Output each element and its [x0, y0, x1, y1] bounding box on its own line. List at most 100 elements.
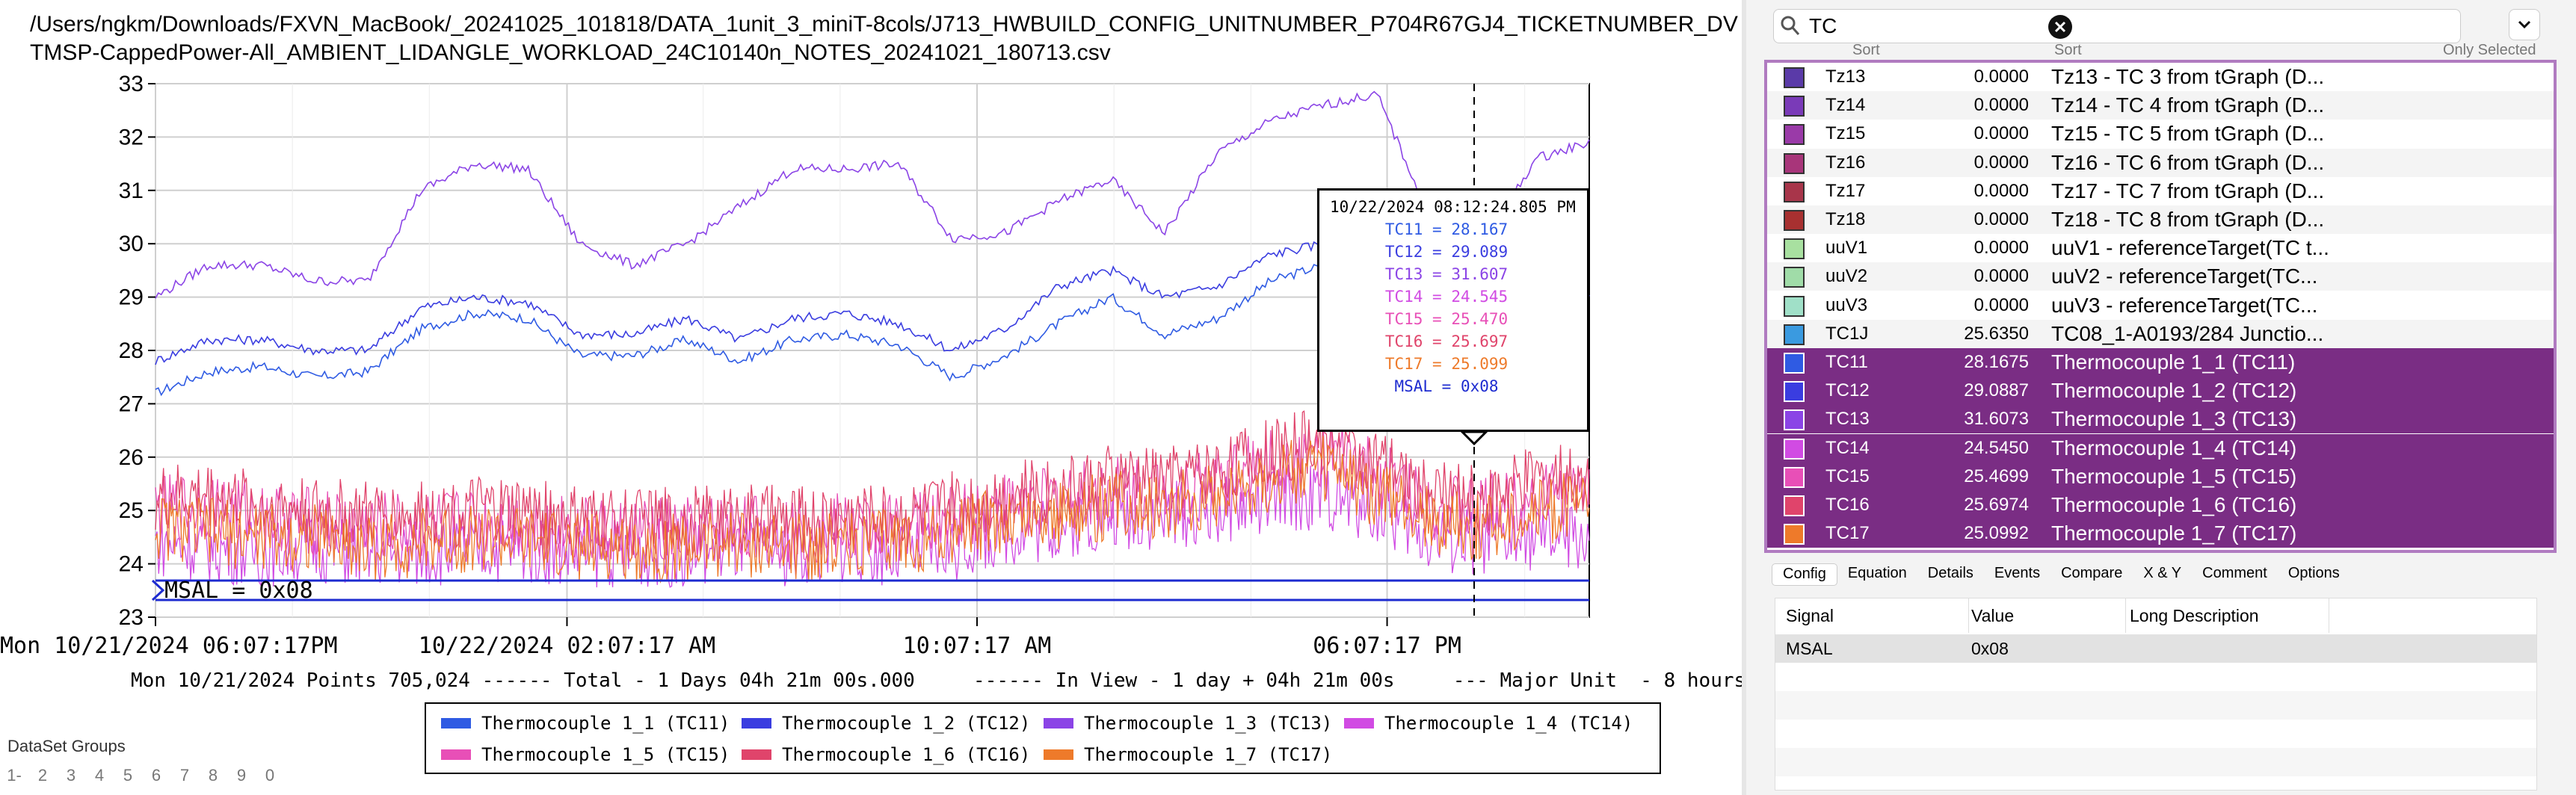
signal-description: Tz15 - TC 5 from tGraph (D...: [2051, 122, 2325, 146]
legend-swatch: [1044, 749, 1073, 760]
dataset-group-button[interactable]: 4: [94, 766, 105, 785]
signal-row-tc11[interactable]: TC11 28.1675 Thermocouple 1_1 (TC11): [1767, 348, 2554, 377]
dataset-group-button[interactable]: 5: [123, 766, 133, 785]
signal-color-swatch[interactable]: [1784, 238, 1805, 260]
tooltip-time: 10/22/2024 08:12:24.805 PM: [1330, 198, 1576, 216]
signal-color-swatch[interactable]: [1784, 409, 1805, 431]
chevron-down-icon[interactable]: [2509, 9, 2540, 40]
dataset-group-button[interactable]: 8: [208, 766, 218, 785]
tab-config[interactable]: Config: [1772, 563, 1837, 586]
signal-color-swatch[interactable]: [1784, 67, 1805, 88]
series-line-tc13[interactable]: [155, 90, 1590, 299]
tab-comment[interactable]: Comment: [2202, 565, 2267, 581]
legend-item[interactable]: Thermocouple 1_1 (TC11): [441, 710, 730, 737]
signal-row-tz14[interactable]: Tz14 0.0000 Tz14 - TC 4 from tGraph (D...: [1767, 91, 2554, 120]
legend-label: Thermocouple 1_4 (TC14): [1384, 713, 1633, 734]
legend-item[interactable]: Thermocouple 1_5 (TC15): [441, 741, 730, 768]
tab-events[interactable]: Events: [1994, 565, 2041, 581]
y-tick-label: 32: [119, 125, 144, 149]
tooltip-row: TC14 = 24.545: [1384, 288, 1509, 306]
signal-row-tc16[interactable]: TC16 25.6974 Thermocouple 1_6 (TC16): [1767, 491, 2554, 519]
signal-description: Tz16 - TC 6 from tGraph (D...: [2051, 150, 2325, 174]
sort-value-button[interactable]: Sort: [2054, 42, 2082, 58]
dataset-group-button[interactable]: 7: [179, 766, 190, 785]
signal-description: uuV1 - referenceTarget(TC t...: [2051, 236, 2329, 260]
signal-name: TC15: [1825, 465, 1870, 486]
only-selected-toggle[interactable]: Only Selected: [2443, 42, 2536, 58]
col-header-value[interactable]: Value: [1971, 606, 2015, 625]
search-input[interactable]: [1809, 9, 2407, 43]
tab-options[interactable]: Options: [2287, 565, 2340, 581]
signal-color-swatch[interactable]: [1784, 495, 1805, 516]
dataset-group-button[interactable]: 6: [151, 766, 161, 785]
signal-description: Thermocouple 1_4 (TC14): [2051, 436, 2297, 460]
y-tick-label: 24: [119, 552, 144, 577]
legend-item[interactable]: Thermocouple 1_4 (TC14): [1344, 710, 1633, 737]
signal-color-swatch[interactable]: [1784, 295, 1805, 317]
signal-color-swatch[interactable]: [1784, 124, 1805, 146]
signal-color-swatch[interactable]: [1784, 181, 1805, 202]
legend-label: Thermocouple 1_6 (TC16): [782, 744, 1031, 765]
signal-row-tz17[interactable]: Tz17 0.0000 Tz17 - TC 7 from tGraph (D...: [1767, 177, 2554, 205]
legend-label: Thermocouple 1_1 (TC11): [481, 713, 730, 734]
legend-item[interactable]: Thermocouple 1_7 (TC17): [1044, 741, 1332, 768]
signal-row-tz18[interactable]: Tz18 0.0000 Tz18 - TC 8 from tGraph (D...: [1767, 205, 2554, 234]
legend-item[interactable]: Thermocouple 1_6 (TC16): [742, 741, 1030, 768]
legend-label: Thermocouple 1_2 (TC12): [782, 713, 1031, 734]
sort-name-button[interactable]: Sort: [1852, 42, 1880, 58]
signal-row-tz13[interactable]: Tz13 0.0000 Tz13 - TC 3 from tGraph (D...: [1767, 63, 2554, 91]
y-tick-label: 30: [119, 232, 144, 256]
signal-color-swatch[interactable]: [1784, 353, 1805, 374]
tab-compare[interactable]: Compare: [2061, 565, 2123, 581]
signal-row-tc13[interactable]: TC13 31.6073 Thermocouple 1_3 (TC13): [1767, 405, 2554, 434]
signal-row-tc12[interactable]: TC12 29.0887 Thermocouple 1_2 (TC12): [1767, 377, 2554, 406]
col-header-long-description[interactable]: Long Description: [2130, 606, 2259, 625]
signal-row-tc14[interactable]: TC14 24.5450 Thermocouple 1_4 (TC14): [1767, 433, 2554, 463]
signal-color-swatch[interactable]: [1784, 324, 1805, 345]
dataset-group-button[interactable]: 1-: [7, 766, 22, 785]
tab-x-y[interactable]: X & Y: [2143, 565, 2182, 581]
signal-value: 0.0000: [1973, 238, 2029, 259]
signal-description: TC08_1-A0193/284 Junctio...: [2051, 321, 2324, 345]
signal-color-swatch[interactable]: [1784, 210, 1805, 231]
y-tick-label: 26: [119, 445, 144, 470]
series-line-tc17[interactable]: [155, 436, 1590, 584]
signal-color-swatch[interactable]: [1784, 438, 1805, 460]
signal-list[interactable]: Tz13 0.0000 Tz13 - TC 3 from tGraph (D... T…: [1764, 60, 2557, 553]
signal-value: 0.0000: [1973, 123, 2029, 144]
signal-value: 25.6974: [1964, 495, 2029, 515]
series-line-tc15[interactable]: [155, 421, 1590, 566]
signal-description: Thermocouple 1_6 (TC16): [2051, 493, 2297, 516]
dataset-group-button[interactable]: 9: [236, 766, 247, 785]
signal-row-tz15[interactable]: Tz15 0.0000 Tz15 - TC 5 from tGraph (D...: [1767, 120, 2554, 148]
legend-item[interactable]: Thermocouple 1_3 (TC13): [1044, 710, 1332, 737]
signal-row-uuv3[interactable]: uuV3 0.0000 uuV3 - referenceTarget(TC...: [1767, 291, 2554, 320]
signal-color-swatch[interactable]: [1784, 96, 1805, 117]
signal-row-tz16[interactable]: Tz16 0.0000 Tz16 - TC 6 from tGraph (D...: [1767, 148, 2554, 177]
col-header-signal[interactable]: Signal: [1786, 606, 1834, 625]
dataset-group-button[interactable]: 3: [66, 766, 76, 785]
signal-name: uuV1: [1825, 238, 1868, 259]
signal-row-tc15[interactable]: TC15 25.4699 Thermocouple 1_5 (TC15): [1767, 462, 2554, 491]
x-tick-label: 10:07:17 AM: [903, 633, 1052, 658]
signal-row-tc1j[interactable]: TC1J 25.6350 TC08_1-A0193/284 Junctio...: [1767, 319, 2554, 348]
dataset-group-button[interactable]: 0: [265, 766, 275, 785]
tab-equation[interactable]: Equation: [1847, 565, 1907, 581]
legend-swatch: [1344, 718, 1374, 729]
legend-item[interactable]: Thermocouple 1_2 (TC12): [742, 710, 1030, 737]
tooltip-row: MSAL = 0x08: [1394, 377, 1499, 395]
signal-color-swatch[interactable]: [1784, 466, 1805, 488]
table-row[interactable]: MSAL 0x08: [1775, 634, 2536, 663]
splitter[interactable]: [1742, 0, 1746, 795]
dataset-group-button[interactable]: 2: [37, 766, 48, 785]
signal-color-swatch[interactable]: [1784, 524, 1805, 545]
signal-row-tc17[interactable]: TC17 25.0992 Thermocouple 1_7 (TC17): [1767, 519, 2554, 548]
clear-search-icon[interactable]: [2048, 15, 2072, 39]
signal-color-swatch[interactable]: [1784, 152, 1805, 174]
cursor-tooltip: 10/22/2024 08:12:24.805 PM TC11 = 28.167…: [1317, 188, 1589, 432]
signal-color-swatch[interactable]: [1784, 267, 1805, 288]
tab-details[interactable]: Details: [1927, 565, 1973, 581]
signal-row-uuv2[interactable]: uuV2 0.0000 uuV2 - referenceTarget(TC...: [1767, 262, 2554, 291]
signal-row-uuv1[interactable]: uuV1 0.0000 uuV1 - referenceTarget(TC t...: [1767, 234, 2554, 262]
signal-color-swatch[interactable]: [1784, 381, 1805, 403]
